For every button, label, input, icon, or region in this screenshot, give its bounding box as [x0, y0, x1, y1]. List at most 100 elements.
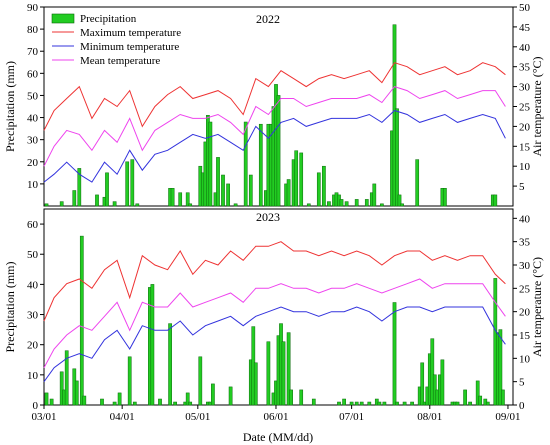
left-tick-label: 50 [27, 249, 39, 261]
x-tick-label: 05/01 [185, 411, 210, 423]
right-tick-label: 35 [519, 237, 531, 249]
precip-bar-04-20 [168, 323, 172, 406]
precip-bar-07-18 [392, 302, 397, 406]
precip-bar-06-02 [276, 95, 281, 207]
precip-bar-05-26 [258, 123, 263, 207]
precip-bar-08-17 [468, 401, 472, 406]
precip-bar-03-26 [105, 172, 109, 207]
precip-bar-07-07 [364, 199, 369, 207]
precip-bar-06-06 [286, 332, 291, 406]
right-tick-label: 15 [519, 141, 531, 153]
x-tick-label: 08/01 [417, 411, 442, 423]
x-axis-label: Date (MM/dd) [243, 430, 313, 444]
precip-bar-07-22 [402, 401, 407, 406]
precip-bar-05-29 [266, 341, 271, 406]
legend-label: Maximum temperature [80, 27, 181, 39]
precip-bar-08-15 [463, 389, 467, 406]
panel-year-label: 2023 [256, 210, 280, 224]
precip-bar-03-04 [49, 398, 54, 406]
precip-bar-06-22 [327, 201, 331, 207]
precip-bar-03-31 [117, 392, 122, 406]
precip-bar-03-24 [100, 398, 104, 406]
left-tick-label: 0 [33, 400, 39, 412]
precip-bar-07-25 [410, 401, 414, 406]
left-tick-label: 30 [27, 135, 39, 147]
precip-bar-04-06 [132, 401, 137, 406]
precip-bar-03-22 [95, 194, 99, 207]
left-axis-label: Precipitation (mm) [3, 61, 17, 152]
legend-label: Minimum temperature [80, 41, 179, 53]
tmax-line [43, 241, 506, 322]
left-tick-label: 40 [27, 113, 39, 125]
right-tick-label: 35 [519, 62, 531, 74]
precip-bar-05-02 [198, 356, 203, 406]
precip-bar-04-04 [127, 356, 132, 406]
left-tick-label: 10 [27, 179, 39, 191]
precip-bar-04-22 [173, 401, 177, 406]
precip-bar-06-09 [294, 150, 299, 207]
precip-bar-03-13 [72, 190, 77, 207]
precip-bar-04-05 [130, 159, 135, 207]
precip-bar-06-26 [337, 401, 341, 406]
precip-bar-07-21 [400, 203, 404, 207]
left-tick-label: 80 [27, 24, 39, 36]
precip-bar-04-07 [135, 203, 140, 207]
precip-bar-07-20 [397, 194, 402, 207]
left-tick-label: 60 [27, 68, 39, 80]
precip-bar-03-14 [74, 380, 79, 406]
precip-bar-08-06 [440, 359, 445, 406]
left-tick-label: 10 [27, 370, 39, 382]
x-tick-label: 07/01 [339, 411, 364, 423]
left-axis-label: Precipitation (mm) [3, 262, 17, 353]
x-tick-label: 03/01 [31, 411, 56, 423]
tmean-line [43, 86, 506, 167]
right-tick-label: 25 [519, 283, 531, 295]
right-tick-label: 15 [519, 330, 531, 342]
right-tick-label: 50 [519, 2, 531, 14]
precip-bar-07-12 [377, 401, 382, 406]
x-tick-label: 06/01 [263, 411, 288, 423]
legend-label: Precipitation [80, 13, 137, 25]
precip-bar-07-19 [395, 401, 399, 406]
precip-bar-05-09 [216, 157, 220, 207]
precip-bar-03-08 [59, 371, 64, 406]
precip-bar-07-08 [367, 401, 372, 406]
right-axis-label: Air temperature (°C) [530, 257, 544, 357]
precip-bar-06-11 [299, 389, 304, 406]
precip-bar-03-29 [112, 401, 117, 406]
tmean-line [43, 278, 506, 368]
precip-bar-03-29 [112, 201, 117, 207]
legend-swatch-precipitation [51, 13, 75, 24]
left-tick-label: 20 [27, 157, 39, 169]
precip-bar-05-24 [253, 362, 258, 406]
precip-bar-03-02 [44, 392, 49, 406]
right-tick-label: 40 [519, 213, 531, 225]
left-tick-label: 50 [27, 90, 39, 102]
precip-bar-03-08 [59, 201, 64, 207]
right-tick-label: 30 [519, 82, 531, 94]
x-tick-label: 04/01 [110, 411, 135, 423]
precip-bar-03-15 [77, 168, 82, 207]
precip-bar-08-02 [430, 338, 435, 406]
precip-bar-05-16 [233, 203, 238, 207]
precip-bar-07-01 [349, 401, 354, 406]
panel-year-label: 2022 [256, 12, 280, 26]
left-tick-label: 60 [27, 219, 39, 231]
precip-bar-06-28 [342, 398, 346, 406]
precip-bar-08-20 [475, 380, 480, 406]
precip-bar-04-24 [178, 192, 183, 207]
right-tick-label: 5 [519, 377, 525, 389]
tmax-line [43, 62, 506, 131]
right-tick-label: 20 [519, 121, 531, 133]
precip-bar-04-16 [158, 398, 162, 406]
right-tick-label: 0 [519, 400, 525, 412]
precip-bar-06-18 [316, 172, 321, 207]
x-tick-label: 09/01 [495, 411, 520, 423]
precip-bar-06-14 [306, 203, 311, 207]
precip-bar-07-14 [382, 401, 387, 406]
precip-bar-07-05 [359, 401, 364, 406]
left-tick-label: 90 [27, 2, 39, 14]
precip-bar-04-03 [125, 161, 130, 207]
left-tick-label: 30 [27, 310, 39, 322]
tmin-line [43, 109, 506, 183]
